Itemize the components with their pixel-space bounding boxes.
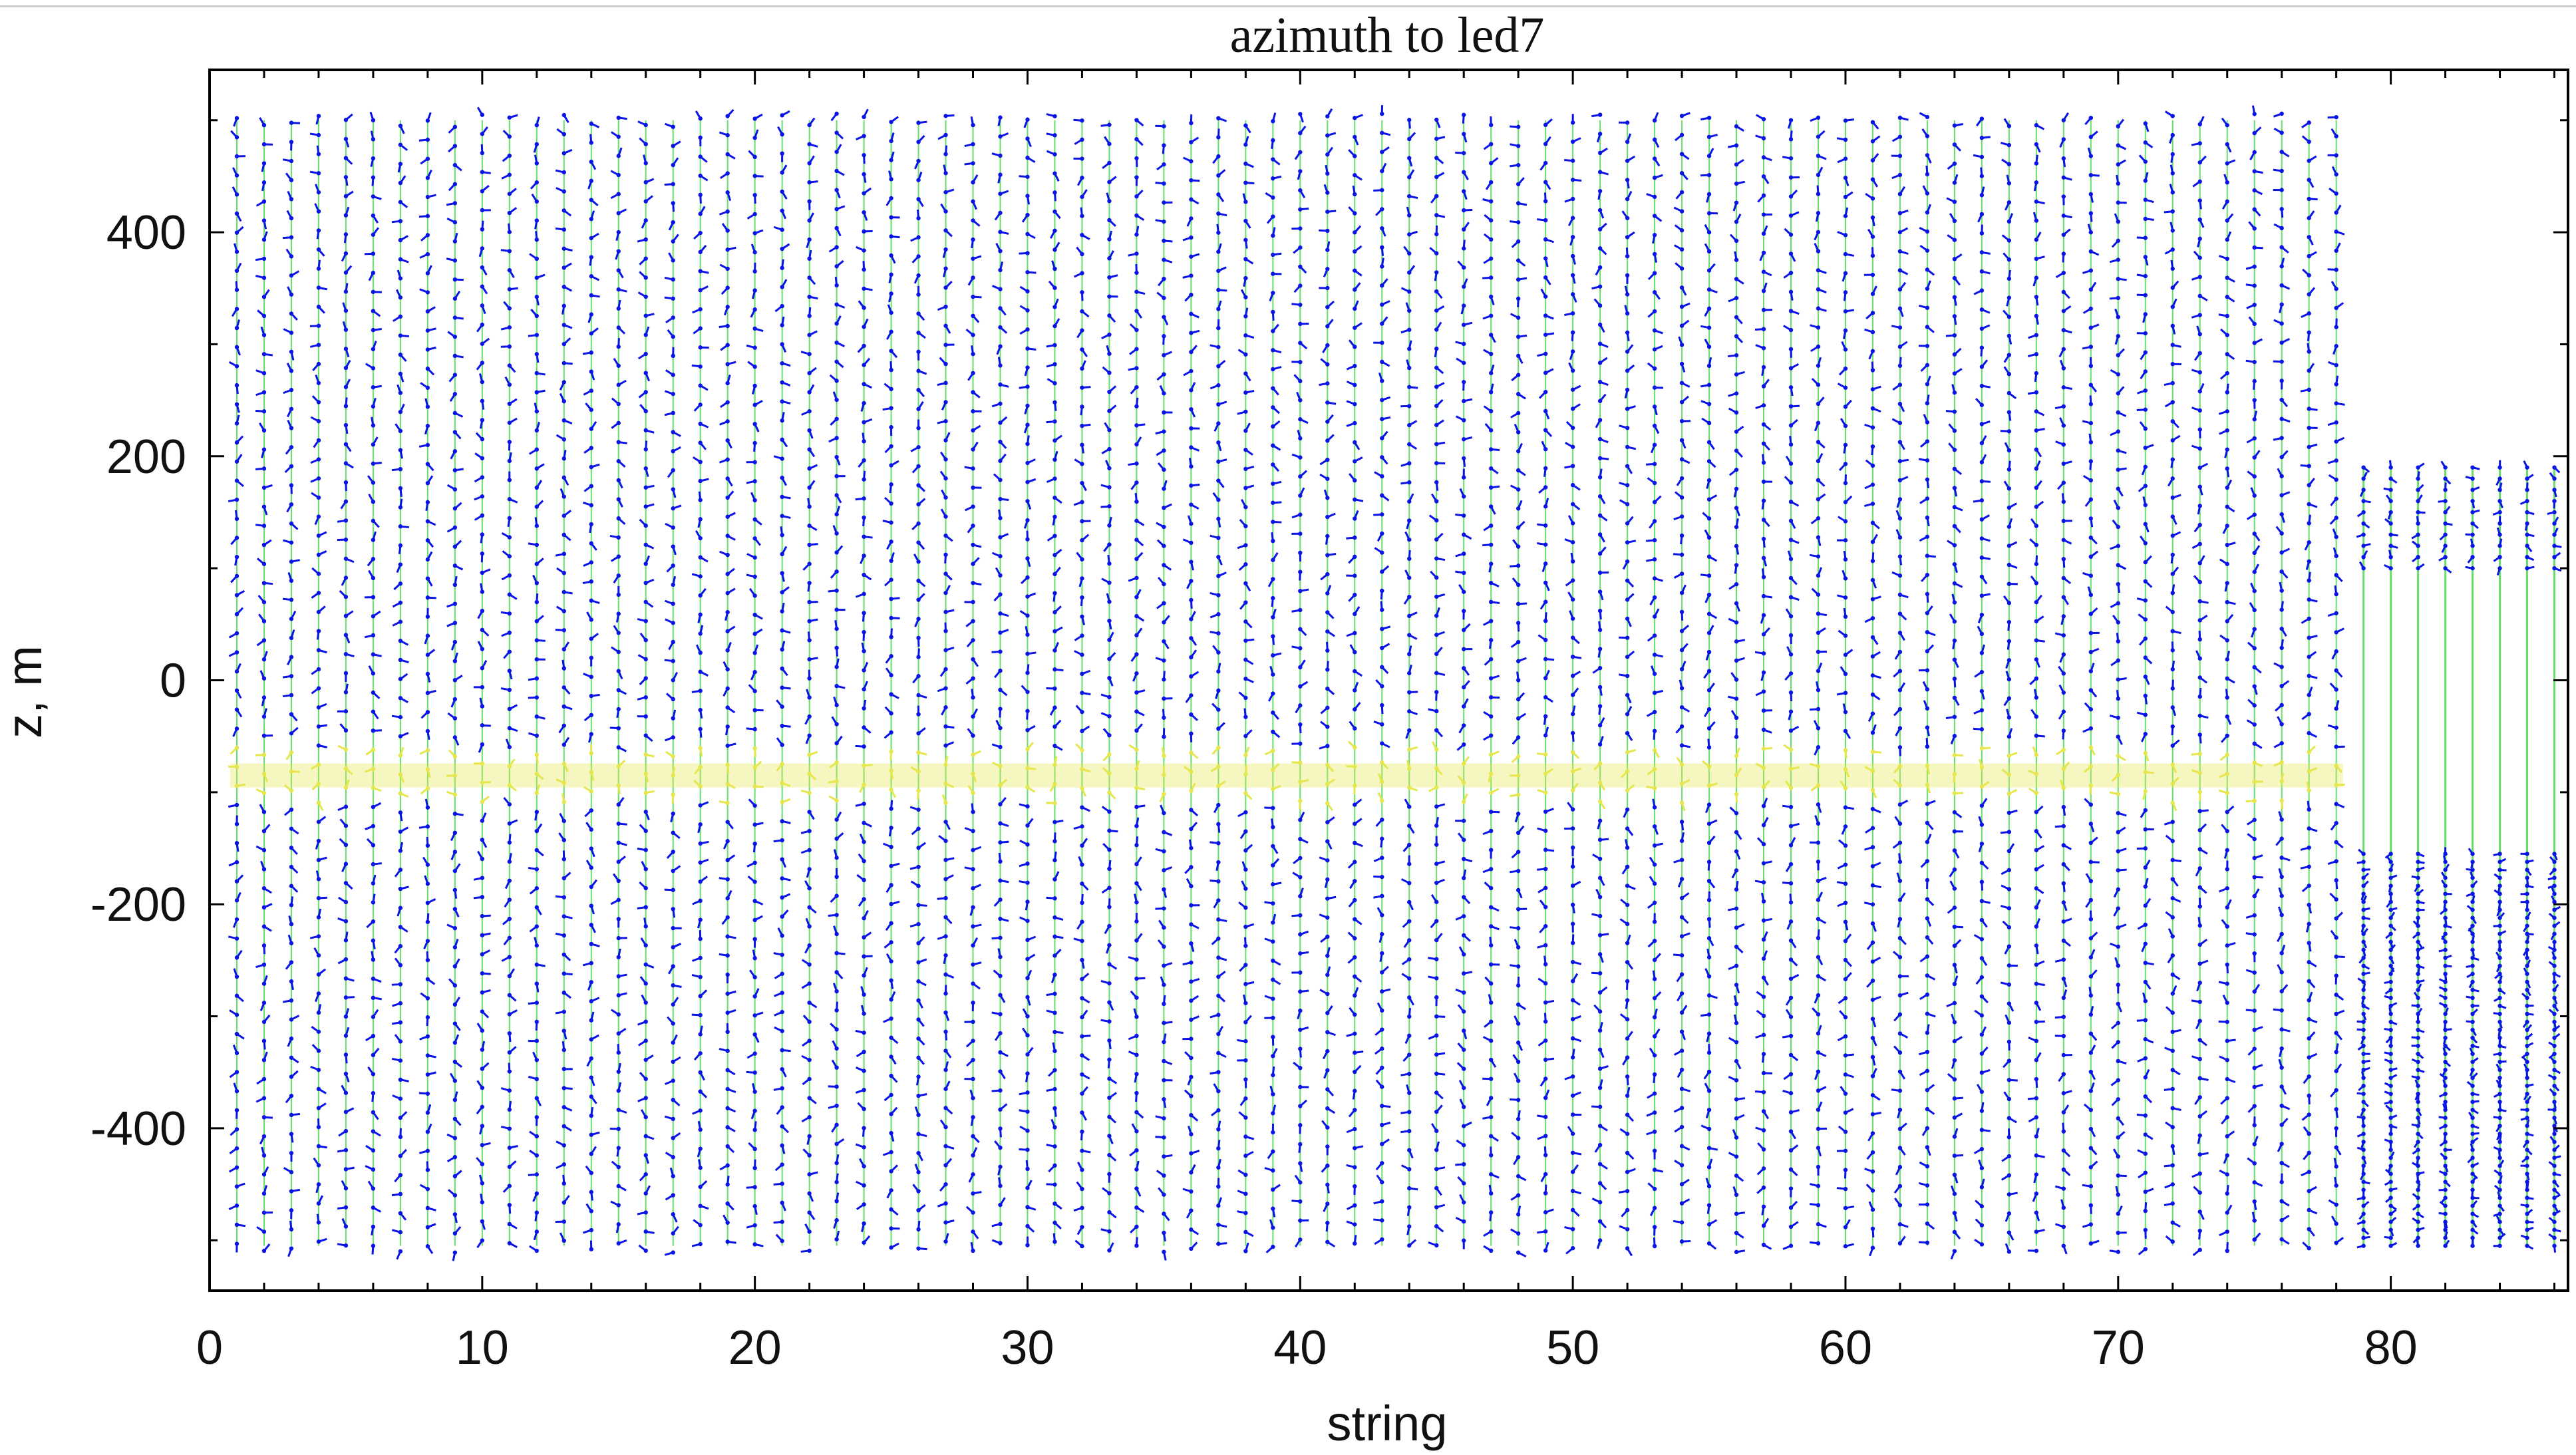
dom-marker: [255, 369, 267, 376]
dom-marker: [232, 727, 240, 737]
dom-markers: [228, 105, 2562, 1261]
dom-marker: [234, 211, 242, 222]
dom-marker: [255, 275, 267, 280]
dom-marker: [234, 345, 242, 356]
dom-marker: [261, 231, 268, 242]
dom-marker: [234, 815, 240, 826]
dom-marker: [232, 1045, 240, 1055]
dom-marker: [233, 1082, 240, 1094]
dom-marker: [234, 435, 244, 445]
dom-marker: [230, 745, 240, 755]
dom-marker: [232, 167, 240, 178]
dust-band: [230, 763, 2343, 788]
dom-marker: [261, 504, 268, 516]
dom-marker: [230, 1127, 240, 1136]
dom-marker: [234, 383, 240, 395]
dom-marker: [234, 1241, 240, 1253]
dom-marker: [234, 243, 240, 254]
dom-marker: [228, 361, 240, 369]
dom-marker: [234, 663, 242, 674]
dom-marker: [229, 1146, 240, 1154]
chart-title: azimuth to led7: [1230, 7, 1545, 63]
dom-marker: [234, 949, 243, 960]
dom-marker: [228, 935, 240, 941]
dom-marker: [260, 326, 267, 337]
top-divider: [0, 5, 2576, 7]
dom-marker: [234, 319, 240, 331]
dom-marker: [234, 1031, 245, 1040]
dom-marker: [234, 478, 244, 487]
dom-marker: [234, 589, 245, 597]
dom-marker: [234, 510, 240, 522]
dom-marker: [234, 993, 244, 1003]
dom-marker: [228, 497, 240, 503]
dom-marker: [234, 414, 240, 426]
dom-marker: [234, 707, 243, 718]
dom-marker: [261, 447, 267, 458]
dom-marker: [261, 142, 273, 147]
dom-marker: [261, 484, 273, 490]
dom-marker: [261, 161, 267, 172]
dom-marker: [255, 390, 267, 397]
dom-marker: [230, 573, 240, 583]
dom-marker: [233, 968, 240, 979]
dom-marker: [229, 1009, 240, 1017]
dom-marker: [234, 454, 243, 464]
dom-marker: [234, 154, 246, 159]
dom-marker: [234, 402, 240, 413]
dom-marker: [232, 186, 240, 197]
dom-marker: [229, 1070, 240, 1078]
dom-marker: [234, 281, 240, 292]
dom-marker: [258, 422, 267, 433]
dom-marker: [234, 1182, 245, 1189]
dom-marker: [234, 874, 244, 884]
plot-frame: [208, 69, 2569, 1292]
dust-layer-band: [230, 763, 2343, 788]
dom-marker: [232, 917, 240, 928]
dom-marker: [261, 218, 267, 230]
dom-marker: [233, 116, 240, 127]
dom-marker: [228, 802, 240, 808]
dom-marker: [234, 688, 242, 699]
dom-marker: [255, 199, 267, 207]
dom-marker: [261, 289, 270, 299]
dom-marker: [234, 891, 242, 903]
dom-marker: [234, 262, 242, 273]
dom-marker: [261, 180, 267, 192]
dom-marker: [230, 536, 240, 546]
dom-marker: [255, 409, 267, 414]
dom-marker: [255, 524, 267, 528]
dom-marker: [234, 783, 246, 788]
dom-marker: [255, 466, 267, 471]
dom-marker: [261, 352, 273, 357]
dom-marker: [234, 841, 240, 852]
dom-marker: [231, 307, 240, 317]
dom-marker: [259, 117, 267, 128]
dom-marker: [234, 1222, 246, 1227]
dom-marker: [234, 226, 244, 235]
dom-marker: [228, 1165, 240, 1173]
dom-marker: [228, 860, 240, 867]
dom-marker: [228, 764, 240, 769]
dom-marker: [257, 309, 267, 319]
dom-marker: [230, 130, 240, 140]
dom-marker: [255, 256, 267, 261]
dom-marker: [228, 631, 240, 639]
dom-marker: [234, 607, 244, 617]
dom-marker: [234, 554, 240, 566]
dom-marker: [234, 1108, 240, 1119]
dom-marker: [228, 1203, 240, 1211]
dom-marker: [228, 650, 240, 657]
